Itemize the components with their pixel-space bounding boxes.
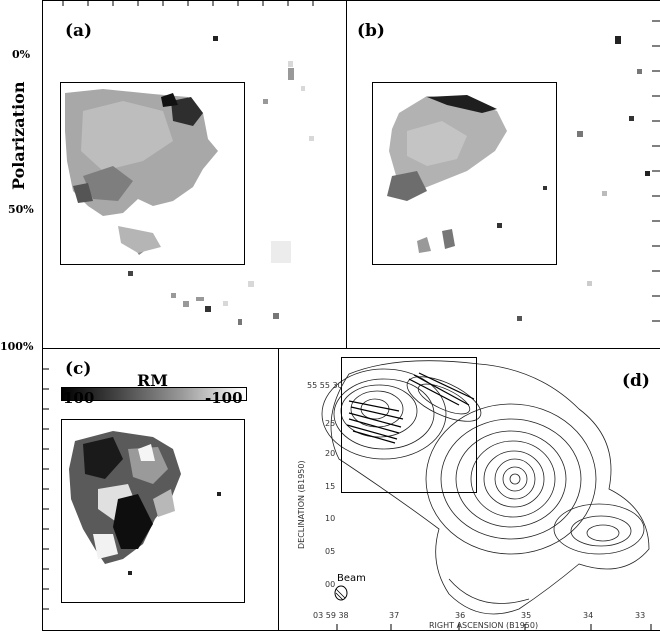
panel-b-label: (b) bbox=[357, 21, 385, 41]
rm-colorbar-left-value: 100 bbox=[63, 389, 95, 407]
panel-d-ytick-4: 10 bbox=[325, 514, 336, 523]
panel-d-ylabel: DECLINATION (B1950) bbox=[297, 460, 306, 549]
colorbar-tick-100: 100% bbox=[0, 340, 34, 353]
rm-colorbar-title: RM bbox=[137, 371, 169, 390]
panel-d-label: (d) bbox=[622, 371, 650, 391]
panel-d-zoom-box bbox=[341, 357, 477, 493]
panel-a-image bbox=[62, 1, 314, 325]
polarization-axis-title: Polarization bbox=[9, 81, 28, 190]
panel-d-ytick-5: 05 bbox=[325, 547, 336, 556]
panel-d-xtick-3: 35 bbox=[521, 611, 532, 620]
panel-b-zoom-box bbox=[372, 82, 557, 265]
panel-d-xlabel: RIGHT ASCENSION (B1950) bbox=[429, 621, 539, 630]
panel-d-ytick-3: 15 bbox=[325, 482, 336, 491]
panel-a: (a) bbox=[42, 0, 348, 350]
colorbar-tick-0: 0% bbox=[12, 48, 31, 61]
panel-d-contour-map bbox=[321, 360, 652, 630]
panel-d-xtick-1: 37 bbox=[389, 611, 400, 620]
colorbar-tick-50: 50% bbox=[8, 203, 34, 216]
panel-c-zoom-box bbox=[61, 419, 245, 603]
panel-d-beam-label: Beam bbox=[337, 573, 366, 584]
panel-d-ytick-2: 20 bbox=[325, 449, 336, 458]
panel-b-image bbox=[387, 20, 660, 322]
panel-d-ytick-6: 00 bbox=[325, 580, 336, 589]
panel-d-xtick-5: 33 bbox=[635, 611, 646, 620]
rm-colorbar bbox=[61, 387, 247, 401]
panel-a-zoom-box bbox=[60, 82, 245, 265]
panel-c-label: (c) bbox=[65, 359, 92, 379]
panel-a-label: (a) bbox=[65, 21, 93, 41]
panel-d-ytick-1: 25 bbox=[325, 419, 336, 428]
rm-colorbar-right-value: -100 bbox=[205, 389, 243, 407]
panel-c: RM 100 -100 (c) bbox=[42, 348, 280, 631]
panel-d-xtick-2: 36 bbox=[455, 611, 466, 620]
panel-c-image bbox=[43, 368, 221, 610]
panel-b: (b) bbox=[346, 0, 660, 350]
panel-d-xtick-4: 34 bbox=[583, 611, 594, 620]
panel-d: (d) DECLINATION (B1950) 55 55 30 25 20 1… bbox=[278, 348, 660, 631]
panel-d-xtick-0: 03 59 38 bbox=[313, 611, 349, 620]
panel-d-ytick-0: 55 55 30 bbox=[307, 381, 343, 390]
